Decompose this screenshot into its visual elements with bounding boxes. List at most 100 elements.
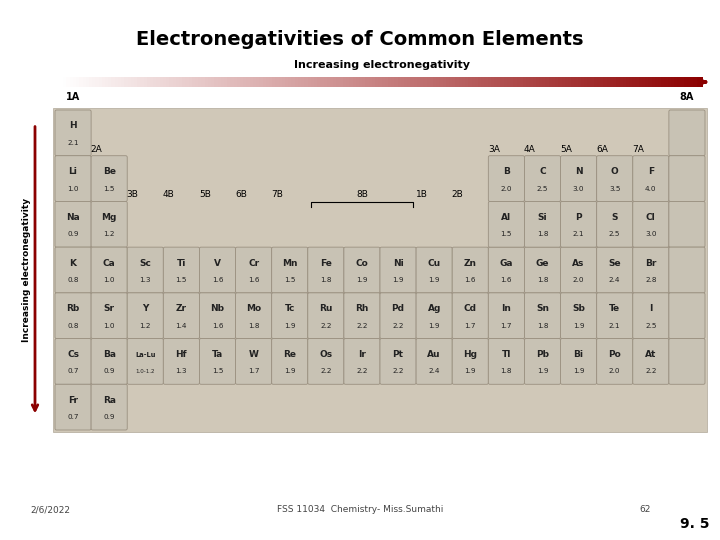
FancyBboxPatch shape (55, 293, 91, 339)
Text: Ag: Ag (428, 305, 441, 313)
Text: Zn: Zn (464, 259, 477, 268)
Text: Si: Si (538, 213, 547, 222)
Bar (555, 77, 558, 87)
Bar (693, 77, 696, 87)
Bar (433, 77, 436, 87)
Text: Be: Be (103, 167, 116, 176)
Text: Cr: Cr (248, 259, 259, 268)
FancyBboxPatch shape (561, 156, 597, 201)
FancyBboxPatch shape (91, 293, 127, 339)
Text: La-Lu: La-Lu (135, 352, 156, 357)
FancyBboxPatch shape (127, 293, 163, 339)
Bar (623, 77, 626, 87)
Text: In: In (501, 305, 511, 313)
Text: 2B: 2B (451, 191, 464, 199)
Bar (192, 77, 195, 87)
Bar (642, 77, 645, 87)
Text: 2.0: 2.0 (609, 368, 621, 374)
Text: Ca: Ca (103, 259, 115, 268)
Bar (552, 77, 555, 87)
Bar (323, 77, 327, 87)
Text: 2.2: 2.2 (392, 323, 404, 329)
Bar (658, 77, 661, 87)
Bar (478, 77, 481, 87)
FancyBboxPatch shape (597, 247, 633, 293)
Bar (179, 77, 182, 87)
Text: 1.9: 1.9 (464, 368, 476, 374)
Bar (240, 77, 243, 87)
Bar (127, 77, 131, 87)
Text: W: W (248, 350, 258, 359)
FancyBboxPatch shape (307, 293, 344, 339)
Bar (327, 77, 330, 87)
Bar (198, 77, 202, 87)
Text: 6A: 6A (596, 145, 608, 154)
Text: 1.2: 1.2 (104, 231, 115, 238)
Bar (99, 77, 102, 87)
FancyBboxPatch shape (127, 339, 163, 384)
Bar (661, 77, 665, 87)
Text: 9. 5: 9. 5 (680, 517, 710, 531)
Bar (606, 77, 610, 87)
Bar (305, 77, 307, 87)
Text: Fr: Fr (68, 396, 78, 405)
Bar (330, 77, 333, 87)
Bar (86, 77, 89, 87)
Text: 1.4: 1.4 (176, 323, 187, 329)
Text: Al: Al (501, 213, 511, 222)
Text: Te: Te (609, 305, 621, 313)
Bar (173, 77, 176, 87)
FancyBboxPatch shape (669, 156, 705, 201)
FancyBboxPatch shape (91, 339, 127, 384)
Text: 4B: 4B (163, 191, 175, 199)
Bar (671, 77, 674, 87)
FancyBboxPatch shape (669, 247, 705, 293)
Bar (102, 77, 105, 87)
Bar (266, 77, 269, 87)
FancyBboxPatch shape (344, 293, 380, 339)
Text: 1.0: 1.0 (104, 323, 115, 329)
Text: P: P (575, 213, 582, 222)
Bar (459, 77, 462, 87)
Text: Ru: Ru (319, 305, 333, 313)
Bar (404, 77, 408, 87)
Text: 2.1: 2.1 (573, 231, 585, 238)
Bar (667, 77, 671, 87)
Text: Ge: Ge (536, 259, 549, 268)
Text: Cs: Cs (67, 350, 79, 359)
Bar (204, 77, 208, 87)
Text: 5B: 5B (199, 191, 211, 199)
FancyBboxPatch shape (127, 247, 163, 293)
Text: 1.8: 1.8 (536, 231, 548, 238)
Text: 2.4: 2.4 (609, 277, 621, 283)
FancyBboxPatch shape (55, 201, 91, 247)
Text: Ti: Ti (176, 259, 186, 268)
FancyBboxPatch shape (55, 156, 91, 201)
FancyBboxPatch shape (271, 293, 307, 339)
FancyBboxPatch shape (55, 247, 91, 293)
Bar (163, 77, 166, 87)
FancyBboxPatch shape (597, 201, 633, 247)
FancyBboxPatch shape (452, 339, 488, 384)
Bar (395, 77, 397, 87)
Bar (687, 77, 690, 87)
Text: Bi: Bi (574, 350, 584, 359)
Bar (112, 77, 114, 87)
FancyBboxPatch shape (416, 339, 452, 384)
Bar (121, 77, 125, 87)
Bar (166, 77, 169, 87)
Bar (279, 77, 282, 87)
Text: 2.0: 2.0 (500, 186, 512, 192)
Bar (603, 77, 606, 87)
Text: 2A: 2A (91, 145, 102, 154)
Text: 2.5: 2.5 (536, 186, 548, 192)
Bar (224, 77, 228, 87)
Text: 1.9: 1.9 (284, 323, 295, 329)
Bar (410, 77, 414, 87)
FancyBboxPatch shape (524, 156, 561, 201)
Bar (645, 77, 648, 87)
FancyBboxPatch shape (380, 339, 416, 384)
Text: Po: Po (608, 350, 621, 359)
Text: 1.9: 1.9 (536, 368, 548, 374)
Text: 1.7: 1.7 (464, 323, 476, 329)
